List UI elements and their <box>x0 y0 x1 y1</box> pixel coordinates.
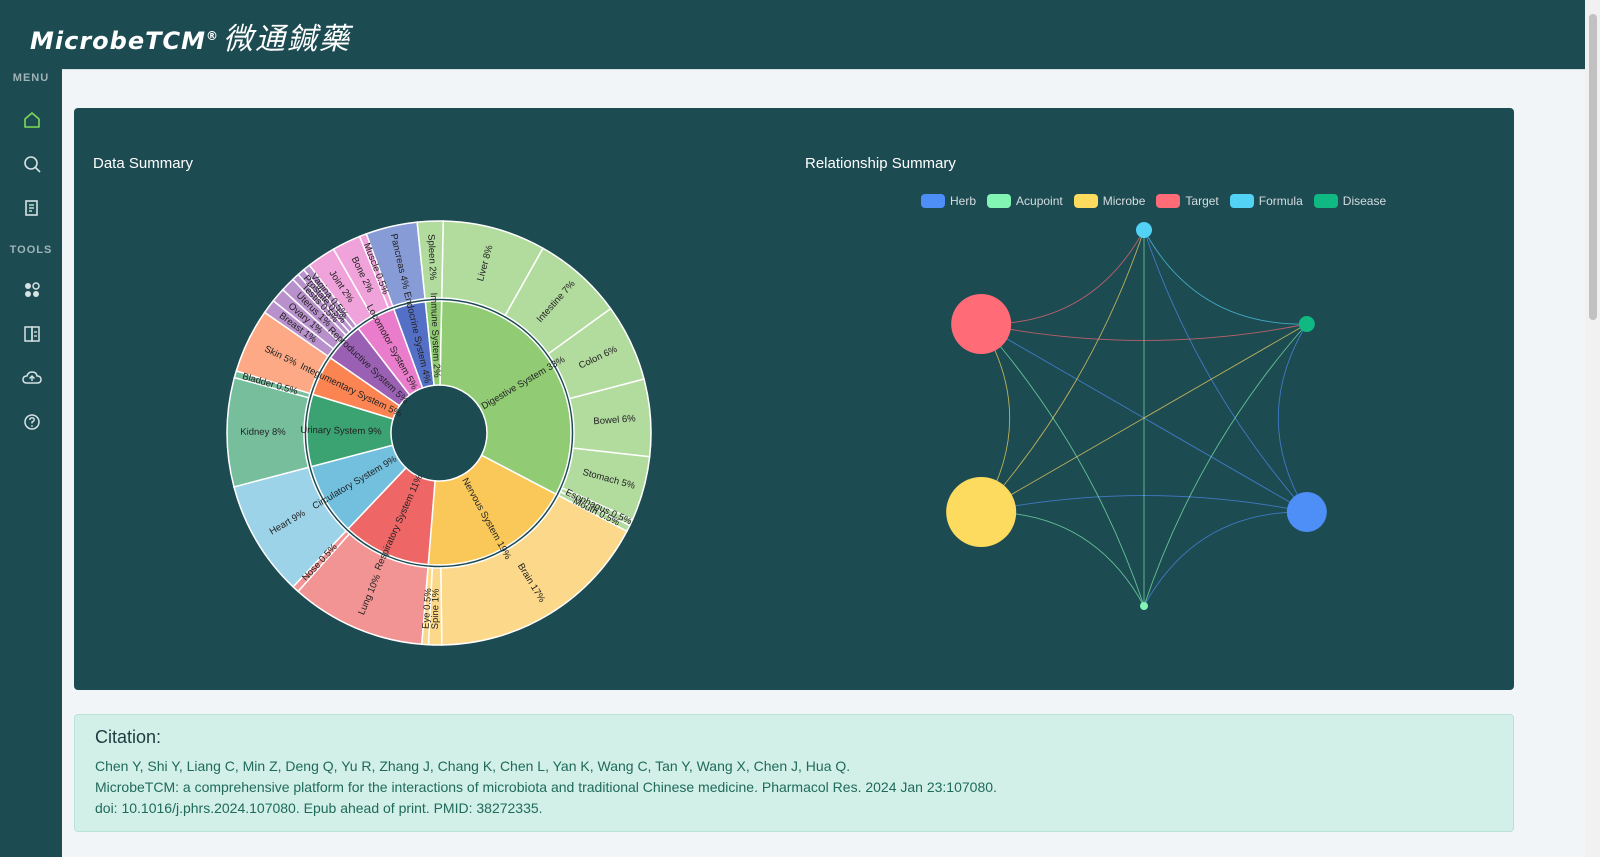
apps-icon[interactable] <box>21 279 43 301</box>
citation-doi: doi: 10.1016/j.phrs.2024.107080. Epub ah… <box>95 800 543 816</box>
sunburst-label-eye-0-5: Eye 0.5% <box>421 587 435 629</box>
sunburst-label-spine-1: Spine 1% <box>430 588 442 629</box>
graph-node-acupoint[interactable] <box>1140 602 1148 610</box>
site-logo[interactable]: MicrobeTCM® 微通鍼藥 <box>30 14 351 58</box>
registered-mark: ® <box>205 29 219 43</box>
sidebar: MENU TOOLS <box>0 69 62 857</box>
scrollbar-thumb[interactable] <box>1589 14 1597 320</box>
sunburst-label-urinary-system-9: Urinary System 9% <box>300 425 382 438</box>
graph-node-formula[interactable] <box>1136 222 1152 238</box>
legend-item-disease[interactable]: Disease <box>1313 194 1387 208</box>
legend-item-herb[interactable]: Herb <box>921 194 976 208</box>
legend-item-target[interactable]: Target <box>1156 194 1219 208</box>
cloud-upload-icon[interactable] <box>21 367 43 389</box>
graph-edge-herb-disease <box>1277 323 1308 513</box>
citation-authors: Chen Y, Shi Y, Liang C, Min Z, Deng Q, Y… <box>95 758 851 774</box>
graph-legend: Herb Acupoint Microbe Target Formula Disease <box>921 194 1386 208</box>
legend-item-formula[interactable]: Formula <box>1229 194 1303 208</box>
sunburst-label-immune-system-2: Immune System 2% <box>428 292 443 378</box>
legend-swatch-acupoint <box>987 194 1012 208</box>
document-icon[interactable] <box>21 197 43 219</box>
legend-label-formula: Formula <box>1258 194 1303 208</box>
legend-swatch-disease <box>1313 194 1338 208</box>
citation-box: Citation: Chen Y, Shi Y, Liang C, Min Z,… <box>74 714 1514 832</box>
legend-swatch-formula <box>1229 194 1254 208</box>
tools-heading: TOOLS <box>9 244 53 256</box>
sunburst-label-spleen-2: Spleen 2% <box>425 234 438 281</box>
graph-edge-target-disease <box>981 323 1307 341</box>
graph-node-target[interactable] <box>951 294 1012 354</box>
graph-node-microbe[interactable] <box>946 477 1017 547</box>
legend-label-target: Target <box>1185 194 1219 208</box>
sunburst-inner-digestive-system-33[interactable] <box>439 300 572 496</box>
top-bar: MicrobeTCM® 微通鍼藥 <box>0 0 1585 70</box>
sunburst-inner-nervous-system-19[interactable] <box>427 454 557 566</box>
citation-article: MicrobeTCM: a comprehensive platform for… <box>95 779 997 795</box>
legend-item-microbe[interactable]: Microbe <box>1073 194 1146 208</box>
graph-edge-formula-disease <box>1143 229 1307 325</box>
page-scrollbar[interactable] <box>1585 0 1600 857</box>
legend-label-microbe: Microbe <box>1102 194 1146 208</box>
menu-heading: MENU <box>12 72 50 84</box>
sunburst-outer-spleen-2[interactable] <box>416 220 445 300</box>
relationship-graph[interactable] <box>934 218 1354 638</box>
legend-label-disease: Disease <box>1342 194 1387 208</box>
sunburst-label-kidney-8: Kidney 8% <box>240 427 286 438</box>
graph-node-herb[interactable] <box>1286 492 1327 532</box>
legend-swatch-target <box>1156 194 1181 208</box>
sunburst-chart[interactable]: Digestive System 33%Nervous System 19%Re… <box>214 208 674 658</box>
help-icon[interactable] <box>21 411 43 433</box>
graph-edge-microbe-disease <box>980 323 1308 513</box>
data-summary-title: Data Summary <box>93 155 194 172</box>
sunburst-label-bowel-6: Bowel 6% <box>593 413 636 427</box>
sunburst-inner-immune-system-2[interactable] <box>424 300 443 387</box>
compare-icon[interactable] <box>21 323 43 345</box>
summary-panel: Data Summary Relationship Summary Digest… <box>74 108 1514 690</box>
logo-chinese-text: 微通鍼藥 <box>222 22 351 57</box>
relationship-summary-title: Relationship Summary <box>805 155 956 172</box>
citation-title: Citation: <box>95 727 162 747</box>
legend-swatch-microbe <box>1073 194 1098 208</box>
legend-label-herb: Herb <box>950 194 977 208</box>
graph-edge-acupoint-disease <box>1143 323 1308 607</box>
legend-label-acupoint: Acupoint <box>1016 194 1063 208</box>
logo-text: MicrobeTCM <box>30 27 206 55</box>
graph-edge-microbe-formula <box>980 229 1145 513</box>
legend-item-acupoint[interactable]: Acupoint <box>987 194 1063 208</box>
search-icon[interactable] <box>21 153 43 175</box>
legend-swatch-herb <box>921 194 945 208</box>
graph-node-disease[interactable] <box>1298 316 1315 332</box>
graph-edge-herb-acupoint <box>1143 511 1307 607</box>
home-icon[interactable] <box>21 109 43 131</box>
